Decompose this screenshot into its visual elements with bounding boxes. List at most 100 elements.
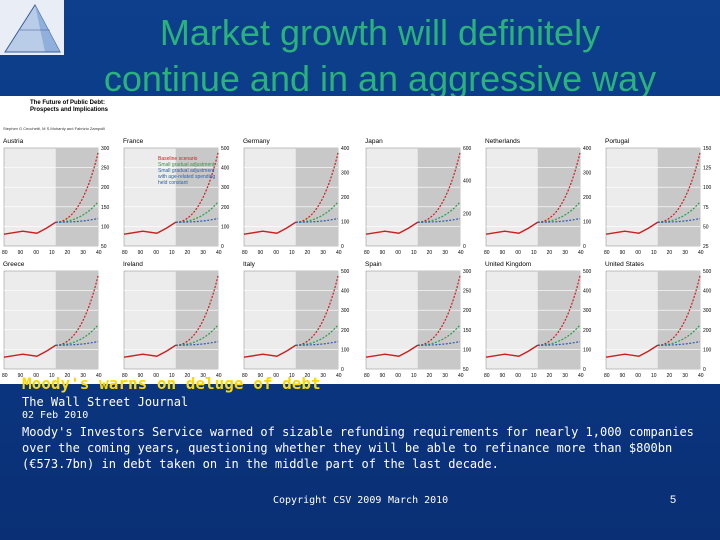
y-tick-label: 100 (221, 224, 230, 230)
page-number: 5 (670, 494, 677, 506)
news-date: 02 Feb 2010 (22, 410, 89, 421)
historical-series (365, 344, 419, 358)
panel-austria: 300 250 200 150 100 50 80 90 00 10 20 30 40 Austria (0, 138, 118, 258)
y-tick-label: 0 (583, 367, 586, 373)
x-tick-label: 40 (216, 373, 222, 379)
historical-series (485, 221, 539, 235)
x-tick-label: 20 (185, 250, 191, 256)
y-tick-label: 50 (703, 224, 709, 230)
panel-chart: 500 400 300 200 100 0 80 90 00 10 20 30 40 (242, 269, 350, 379)
panel-germany: 400 300 200 100 0 80 90 00 10 20 30 40 Germany (240, 138, 358, 258)
y-tick-label: 25 (703, 244, 709, 250)
copyright: Copyright CSV 2009 (273, 495, 382, 506)
aging-series (175, 340, 219, 346)
y-tick-label: 300 (221, 185, 230, 191)
x-tick-label: 30 (320, 250, 326, 256)
y-tick-label: 500 (703, 269, 712, 275)
x-tick-label: 00 (515, 250, 521, 256)
x-tick-label: 90 (500, 373, 506, 379)
y-tick-label: 200 (463, 308, 472, 314)
figure-header: The Future of Public Debt: Prospects and… (0, 96, 145, 136)
aging-series (295, 217, 339, 223)
x-tick-label: 90 (138, 373, 144, 379)
x-tick-label: 00 (635, 250, 641, 256)
x-tick-label: 10 (651, 373, 657, 379)
x-tick-label: 40 (698, 250, 704, 256)
x-tick-label: 30 (682, 373, 688, 379)
panel-label: United States (605, 261, 645, 268)
panel-chart: 400 300 200 100 0 80 90 00 10 20 30 40 (242, 146, 350, 256)
x-tick-label: 10 (49, 373, 55, 379)
x-tick-label: 80 (242, 373, 248, 379)
y-tick-label: 400 (463, 179, 472, 185)
y-tick-label: 200 (463, 211, 472, 217)
y-tick-label: 150 (703, 146, 712, 152)
x-tick-label: 20 (547, 250, 553, 256)
x-tick-label: 30 (320, 373, 326, 379)
panel-greece: 80 90 00 10 20 30 40 Greece (0, 261, 118, 381)
slide-date: March 2010 (388, 495, 449, 506)
x-tick-label: 10 (411, 373, 417, 379)
x-tick-label: 90 (380, 373, 386, 379)
y-tick-label: 100 (703, 185, 712, 191)
x-tick-label: 40 (96, 250, 102, 256)
y-tick-label: 200 (341, 328, 350, 334)
debt-projection-figure: The Future of Public Debt: Prospects and… (0, 96, 720, 384)
y-tick-label: 250 (463, 289, 472, 295)
x-tick-label: 30 (442, 250, 448, 256)
panel-label: Japan (365, 138, 383, 145)
y-tick-label: 500 (583, 269, 592, 275)
y-tick-label: 400 (583, 146, 592, 152)
projection-shade (55, 148, 98, 246)
legend-entry: Small gradual adjustment with age-relate… (158, 168, 216, 186)
y-tick-label: 200 (221, 205, 230, 211)
panel-label: Italy (243, 261, 255, 268)
x-tick-label: 10 (531, 373, 537, 379)
y-tick-label: 0 (703, 367, 706, 373)
x-tick-label: 00 (515, 373, 521, 379)
panel-label: Netherlands (485, 138, 521, 145)
x-tick-label: 30 (562, 250, 568, 256)
figure-title-2: Prospects and Implications (30, 107, 109, 113)
y-tick-label: 100 (101, 224, 110, 230)
x-tick-label: 30 (80, 250, 86, 256)
y-tick-label: 0 (463, 244, 466, 250)
x-tick-label: 80 (604, 373, 610, 379)
y-tick-label: 500 (341, 269, 350, 275)
panel-chart: 300 250 200 150 100 50 80 90 00 10 20 30 40 (364, 269, 472, 379)
y-tick-label: 600 (463, 146, 472, 152)
x-tick-label: 80 (242, 250, 248, 256)
x-tick-label: 90 (380, 250, 386, 256)
y-tick-label: 50 (101, 244, 107, 250)
x-tick-label: 40 (578, 373, 584, 379)
x-tick-label: 00 (273, 250, 279, 256)
y-tick-label: 400 (583, 289, 592, 295)
x-tick-label: 40 (96, 373, 102, 379)
y-tick-label: 0 (341, 244, 344, 250)
aging-series (417, 340, 461, 346)
legend-entry: Small gradual adjustment (158, 162, 215, 168)
news-body: Moody's Investors Service warned of siza… (22, 425, 694, 471)
x-tick-label: 40 (458, 250, 464, 256)
x-tick-label: 10 (289, 373, 295, 379)
logo (0, 0, 64, 55)
projection-shade (657, 271, 700, 369)
x-tick-label: 00 (395, 250, 401, 256)
aging-series (417, 217, 461, 223)
legend-entry: Baseline scenario (158, 156, 198, 162)
x-tick-label: 40 (698, 373, 704, 379)
y-tick-label: 100 (341, 220, 350, 226)
y-tick-label: 0 (583, 244, 586, 250)
y-tick-label: 100 (703, 347, 712, 353)
x-tick-label: 10 (531, 250, 537, 256)
news-source: The Wall Street Journal (22, 395, 189, 409)
x-tick-label: 30 (80, 373, 86, 379)
panel-chart: 500 400 300 200 100 0 80 90 00 10 20 30 40 (122, 146, 230, 256)
y-tick-label: 300 (703, 308, 712, 314)
y-tick-label: 500 (221, 146, 230, 152)
panel-chart: 300 250 200 150 100 50 80 90 00 10 20 30 40 (2, 146, 110, 256)
historical-series (243, 221, 297, 235)
title-line-2: continue and in an aggressive way (103, 58, 657, 99)
y-tick-label: 200 (101, 185, 110, 191)
x-tick-label: 80 (364, 250, 370, 256)
